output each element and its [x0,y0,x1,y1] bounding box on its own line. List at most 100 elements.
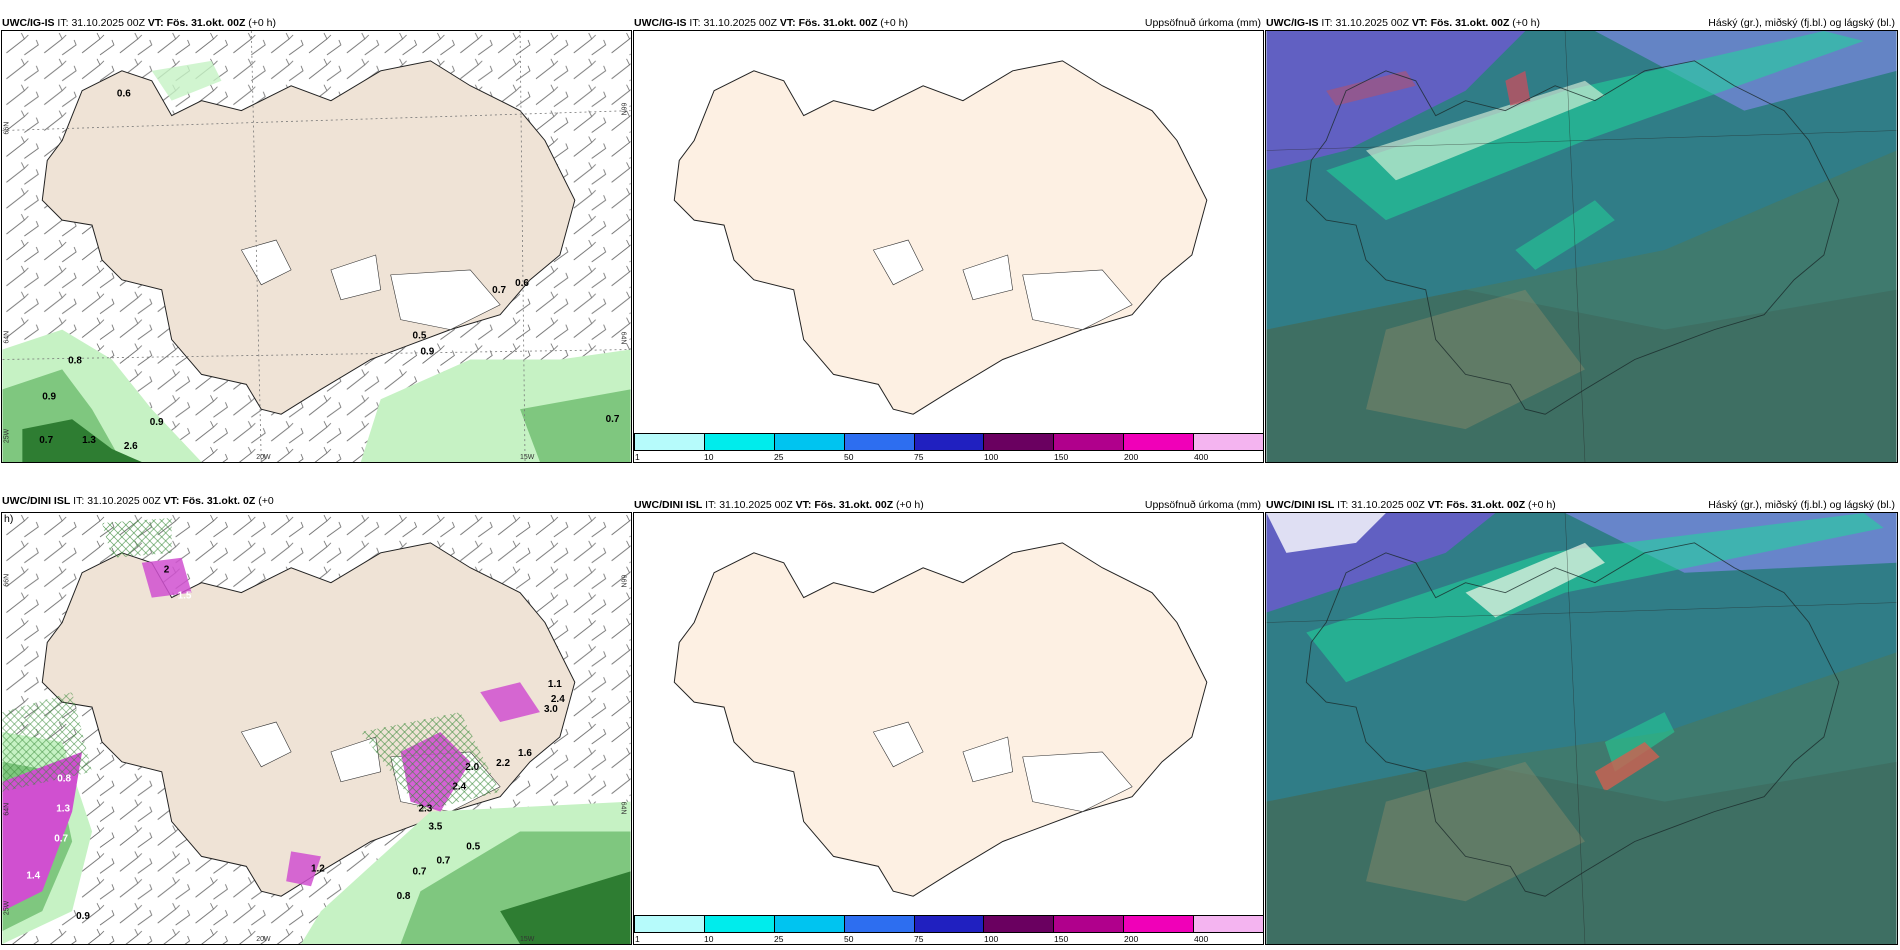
vt-label: VT: Fös. 31.okt. 00Z [147,17,246,29]
it-value: 31.10.2025 00Z [1335,17,1409,29]
precip-value: 1.1 [548,679,562,690]
it-label: IT: [57,17,69,29]
it-label: IT: [689,17,701,29]
colorbar-swatch [1054,916,1125,932]
precip-value: 1.6 [518,748,532,759]
precip-value: 0.8 [68,355,82,366]
colorbar-label: 1 [635,452,640,462]
precip-value: 2 [164,565,170,576]
grid-label: 25W [3,900,10,915]
precip-value: 2.4 [551,694,565,705]
precip-value: 0.7 [606,414,620,425]
panel-header: UWC/DINI ISL IT: 31.10.2025 00Z VT: Fös.… [634,497,1263,513]
precip-map [673,60,1208,415]
precip-panel-row2: UWC/DINI ISL IT: 31.10.2025 00Z VT: Fös.… [633,499,1264,945]
land-iceland [673,60,1208,415]
it-label: IT: [1337,499,1349,511]
wind-panel-row1: UWC/IG-IS IT: 31.10.2025 00Z VT: Fös. 31… [1,17,632,463]
grid-label: 64N [3,331,10,344]
colorbar-label: 50 [844,934,854,944]
model-name: UWC/IG-IS [1266,17,1319,29]
precip-colorbar [634,915,1264,933]
panel-title: Uppsöfnuð úrkoma (mm) [1144,499,1261,511]
colorbar-label: 1 [635,934,640,944]
colorbar-label: 150 [1054,452,1069,462]
colorbar-swatch [984,434,1055,450]
cloud-panel-row1: UWC/IG-IS IT: 31.10.2025 00Z VT: Fös. 31… [1265,17,1898,463]
precip-value: 0.9 [76,911,90,922]
panel-title: Háský (gr.), miðský (fj.bl.) og lágský (… [1708,17,1895,29]
it-value: 31.10.2025 00Z [1351,499,1425,511]
colorbar-swatch [914,916,985,932]
model-name: UWC/IG-IS [2,17,55,29]
precip-panel-row1: UWC/IG-IS IT: 31.10.2025 00Z VT: Fös. 31… [633,17,1264,463]
grid-label: 66N [620,103,627,116]
grid-label: 66N [620,575,627,588]
colorbar-label: 75 [914,934,924,944]
precip-value: 0.6 [515,278,529,289]
lead-time: (+0 h) [248,17,277,29]
grid-label: 20W [256,454,271,461]
grid-label: 66N [3,122,10,135]
it-value: 31.10.2025 00Z [719,499,793,511]
model-name: UWC/DINI ISL [2,495,71,507]
vt-label: VT: Fös. 31.okt. 0Z [163,495,256,507]
land-iceland [673,542,1208,897]
colorbar-label: 25 [774,452,784,462]
colorbar-swatch [984,916,1055,932]
wind-map: 2 1.5 1.1 2.4 3.0 2.2 1.6 2.0 2.4 2.3 3.… [2,513,631,944]
colorbar-label: 150 [1054,934,1069,944]
colorbar-swatch [1124,916,1195,932]
colorbar-label: 200 [1124,452,1139,462]
colorbar-label: 400 [1194,452,1209,462]
precip-value: 2.6 [124,441,138,452]
precip-value: 0.7 [492,285,506,296]
colorbar-label: 75 [914,452,924,462]
precip-value: 0.9 [150,417,164,428]
precip-value: 0.7 [436,855,450,866]
colorbar-swatch [844,434,915,450]
it-label: IT: [73,495,85,507]
wind-map: 0.6 0.7 0.6 0.5 0.9 0.8 0.9 0.7 1.3 0.9 … [2,31,631,462]
precip-value: 0.6 [117,89,131,100]
lead-time: (+0 h) [1528,499,1556,511]
precip-value: 3.0 [544,704,558,715]
colorbar-label: 50 [844,452,854,462]
cloud-map [1266,513,1897,944]
grid-label: 66N [3,574,10,587]
precip-value: 1.4 [26,870,40,881]
panel-header: UWC/IG-IS IT: 31.10.2025 00Z VT: Fös. 31… [1266,15,1897,31]
precip-value: 1.5 [178,591,192,602]
colorbar-swatch [635,916,705,932]
colorbar-label: 100 [984,934,999,944]
grid-label: 20W [256,936,271,943]
cloud-panel-row2: UWC/DINI ISL IT: 31.10.2025 00Z VT: Fös.… [1265,499,1898,945]
precip-value: 2.0 [465,762,479,773]
colorbar-label: 25 [774,934,784,944]
colorbar-swatch [774,916,845,932]
precip-value: 2.2 [496,758,510,769]
precip-value: 1.3 [56,804,70,815]
precip-value: 2.3 [419,804,433,815]
precip-value: 0.9 [421,346,435,357]
precip-map [673,542,1208,897]
model-name: UWC/DINI ISL [634,499,703,511]
precip-value: 2.4 [452,782,466,793]
colorbar-swatch [774,434,845,450]
panel-header: UWC/DINI ISL IT: 31.10.2025 00Z VT: Fös.… [1266,497,1897,513]
it-label: IT: [705,499,717,511]
precip-value: 0.7 [413,866,427,877]
colorbar-swatch [1194,916,1264,932]
colorbar-label: 200 [1124,934,1139,944]
vt-label: VT: Fös. 31.okt. 00Z [1411,17,1510,29]
colorbar-label: 400 [1194,934,1209,944]
lead-time: (+0 h) [896,499,924,511]
colorbar-swatch [1054,434,1125,450]
it-value: 31.10.2025 00Z [71,17,145,29]
colorbar-swatch [914,434,985,450]
precip-value: 3.5 [428,822,442,833]
panel-header: UWC/DINI ISL IT: 31.10.2025 00Z VT: Fös.… [2,495,631,513]
grid-label: 64N [620,332,627,345]
grid-label: 15W [520,936,535,943]
panel-header: UWC/IG-IS IT: 31.10.2025 00Z VT: Fös. 31… [2,15,631,31]
